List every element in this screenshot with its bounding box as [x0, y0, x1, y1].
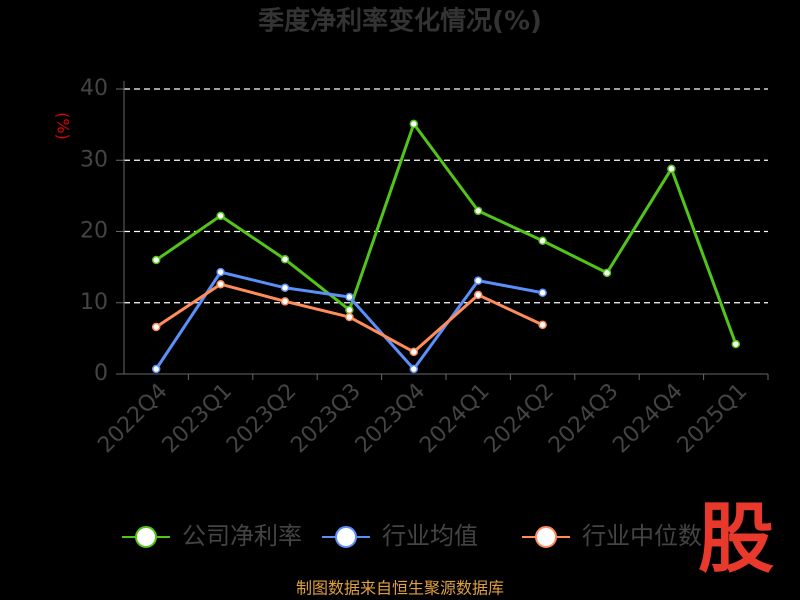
legend-marker: [335, 526, 357, 548]
x-tick-label: 2022Q4: [93, 379, 172, 458]
data-point: [345, 312, 354, 322]
data-point: [538, 320, 547, 330]
x-tick-label: 2024Q1: [415, 379, 494, 458]
data-point: [409, 364, 419, 374]
y-tick-label: 10: [80, 290, 108, 315]
data-point: [280, 255, 290, 264]
data-point: [731, 339, 741, 349]
data-point: [216, 267, 225, 277]
x-tick-label: 2025Q1: [673, 379, 752, 458]
data-point: [151, 322, 161, 332]
x-tick-label: 2024Q2: [480, 379, 559, 458]
data-point: [667, 164, 676, 174]
x-tick-label: 2024Q4: [608, 379, 687, 458]
data-point: [345, 292, 354, 302]
x-tick-label: 2023Q3: [286, 379, 365, 458]
data-point: [538, 288, 547, 298]
series-line: [155, 120, 738, 345]
legend-marker: [135, 526, 157, 548]
source-note: 制图数据来自恒生聚源数据库: [296, 579, 504, 598]
y-tick-label: 0: [94, 361, 108, 386]
x-tick-label: 2023Q4: [351, 379, 430, 458]
data-point: [216, 279, 225, 289]
data-point: [473, 290, 483, 300]
data-point: [473, 206, 483, 216]
logo: 股: [698, 494, 774, 583]
data-point: [602, 268, 612, 278]
legend-label: 行业均值: [382, 522, 478, 550]
data-point: [538, 236, 547, 246]
y-axis-label: (%): [54, 112, 73, 140]
data-point: [151, 364, 161, 374]
y-tick-label: 30: [80, 147, 108, 172]
data-point: [216, 211, 225, 221]
y-tick-label: 40: [80, 76, 108, 101]
legend-marker: [535, 526, 557, 548]
legend-label: 公司净利率: [182, 522, 302, 550]
legend-label: 行业中位数: [582, 522, 702, 550]
x-tick-label: 2023Q2: [222, 379, 301, 458]
data-point: [409, 119, 419, 129]
data-point: [473, 276, 483, 285]
data-point: [409, 347, 419, 357]
x-tick-label: 2023Q1: [158, 379, 237, 458]
chart-title: 季度净利率变化情况(%): [258, 6, 542, 37]
data-point: [151, 255, 161, 265]
data-point: [280, 283, 290, 293]
data-point: [345, 305, 354, 315]
y-tick-label: 20: [80, 219, 108, 244]
x-tick-label: 2024Q3: [544, 379, 623, 458]
data-point: [280, 297, 290, 306]
